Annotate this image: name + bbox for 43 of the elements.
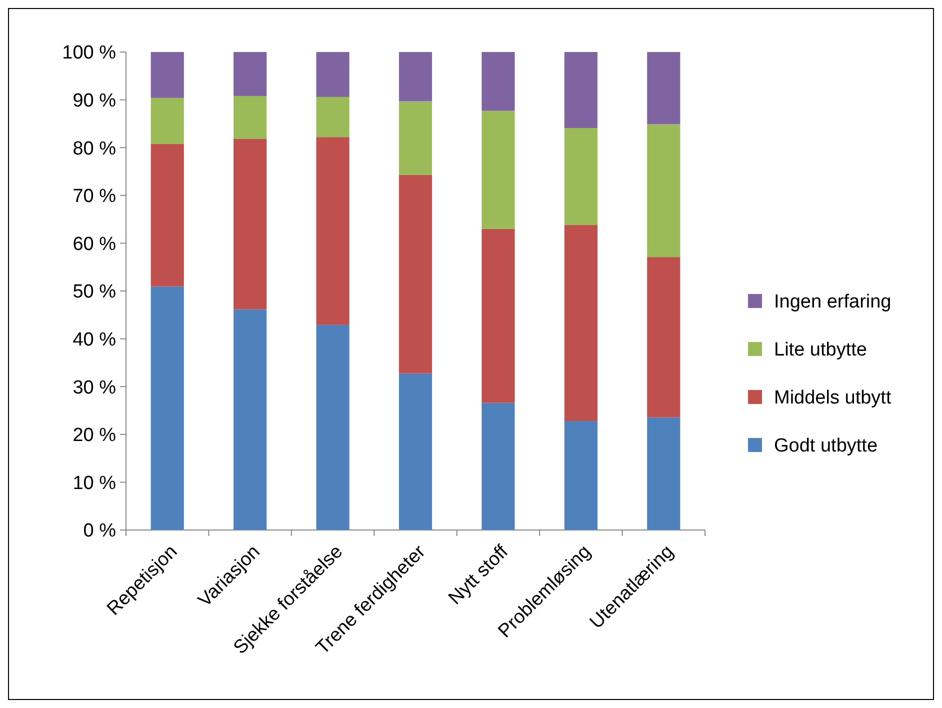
bar [234,309,267,530]
bar [564,128,598,226]
bar [234,138,267,310]
y-tick-label: 60 % [72,234,116,255]
y-tick-label: 90 % [72,90,116,112]
bar [316,137,350,325]
bar [647,417,680,530]
bar [482,110,515,229]
bar [482,52,515,111]
bar [316,96,350,138]
bar [564,421,598,530]
bar [647,257,680,418]
legend-label: Godt utbytte [774,436,878,457]
bar [398,373,432,530]
y-tick-label: 10 % [72,472,116,494]
legend-label: Middels utbytt [774,388,892,409]
bar [398,52,432,102]
y-tick-label: 100 % [62,42,116,64]
legend-label: Lite utbytte [774,340,867,361]
bar [564,52,598,128]
bar [234,52,267,96]
bar [398,101,432,175]
bar [150,98,184,144]
bar [647,124,680,258]
bar [150,52,184,98]
bar [482,402,515,530]
y-tick-label: 80 % [72,138,116,160]
bar [482,228,515,403]
bar [398,174,432,374]
y-tick-label: 0 % [83,520,116,542]
bar [647,52,680,124]
bar [150,144,184,286]
legend-label: Ingen erfaring [774,292,892,313]
bar [316,52,350,97]
bar [564,225,598,422]
y-tick-label: 70 % [72,186,116,208]
bar [234,96,267,139]
y-tick-label: 20 % [72,425,116,446]
y-tick-label: 30 % [72,377,116,398]
y-tick-label: 40 % [72,329,116,350]
bar [150,286,184,530]
y-tick-label: 50 % [72,282,116,303]
bar [316,324,350,530]
